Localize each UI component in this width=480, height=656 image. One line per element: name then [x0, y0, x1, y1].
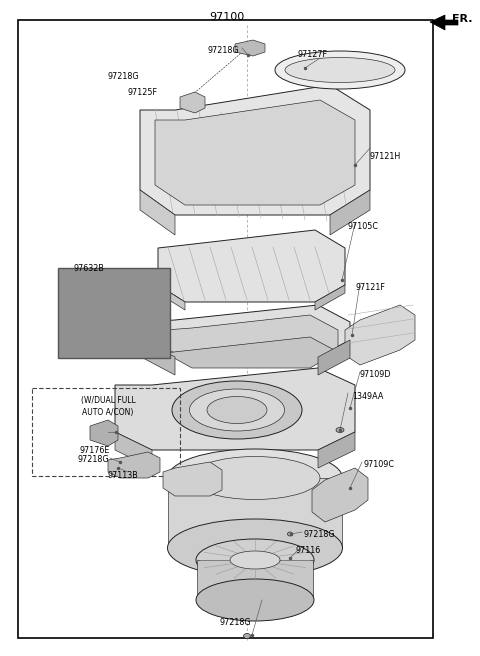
Ellipse shape	[190, 457, 320, 499]
Text: 97105C: 97105C	[348, 222, 379, 231]
Text: 97116: 97116	[295, 546, 320, 555]
Polygon shape	[115, 368, 355, 450]
Text: 97218G: 97218G	[220, 618, 252, 627]
Ellipse shape	[168, 519, 343, 577]
Polygon shape	[140, 85, 370, 215]
Ellipse shape	[336, 428, 344, 432]
Polygon shape	[155, 100, 355, 205]
Text: 97121F: 97121F	[355, 283, 385, 292]
Polygon shape	[318, 340, 350, 375]
Text: 97125F: 97125F	[128, 88, 158, 97]
Polygon shape	[318, 432, 355, 468]
Ellipse shape	[207, 396, 267, 424]
Polygon shape	[158, 230, 345, 302]
Bar	[18, 20, 433, 638]
Polygon shape	[163, 462, 222, 496]
Polygon shape	[430, 15, 458, 30]
Polygon shape	[108, 452, 160, 478]
Polygon shape	[168, 478, 342, 548]
Polygon shape	[315, 285, 345, 310]
Text: 97127F: 97127F	[298, 50, 328, 59]
Polygon shape	[197, 560, 313, 600]
Polygon shape	[165, 315, 338, 362]
Ellipse shape	[288, 532, 292, 536]
Polygon shape	[235, 40, 265, 56]
Ellipse shape	[172, 381, 302, 439]
Text: 97218G: 97218G	[304, 530, 336, 539]
Text: 1349AA: 1349AA	[352, 392, 384, 401]
Text: 97109D: 97109D	[360, 370, 392, 379]
Text: 97176E: 97176E	[80, 446, 110, 455]
Text: 97109C: 97109C	[364, 460, 395, 469]
Ellipse shape	[285, 58, 395, 83]
Ellipse shape	[190, 389, 285, 431]
Polygon shape	[115, 432, 152, 468]
Text: FR.: FR.	[452, 14, 472, 24]
Polygon shape	[312, 468, 368, 522]
Text: (W/DUAL FULL: (W/DUAL FULL	[81, 396, 135, 405]
Polygon shape	[180, 92, 205, 113]
Polygon shape	[90, 420, 118, 446]
Polygon shape	[140, 190, 175, 235]
Polygon shape	[345, 305, 415, 365]
Polygon shape	[330, 190, 370, 235]
Ellipse shape	[275, 51, 405, 89]
Text: AUTO A/CON): AUTO A/CON)	[82, 408, 134, 417]
Text: 97632B: 97632B	[74, 264, 105, 273]
Bar	[58, 268, 170, 358]
Text: 97218G: 97218G	[108, 72, 140, 81]
Polygon shape	[143, 340, 175, 375]
Ellipse shape	[168, 449, 343, 507]
Ellipse shape	[230, 551, 280, 569]
Ellipse shape	[243, 634, 251, 638]
Polygon shape	[143, 305, 350, 357]
Text: 97100: 97100	[209, 12, 245, 22]
Polygon shape	[165, 337, 338, 368]
Text: 97218G: 97218G	[78, 455, 109, 464]
Ellipse shape	[196, 579, 314, 621]
Text: 97218G: 97218G	[208, 46, 240, 55]
Polygon shape	[158, 285, 185, 310]
Text: 97121H: 97121H	[370, 152, 401, 161]
Ellipse shape	[196, 539, 314, 581]
Text: 97113B: 97113B	[108, 471, 139, 480]
